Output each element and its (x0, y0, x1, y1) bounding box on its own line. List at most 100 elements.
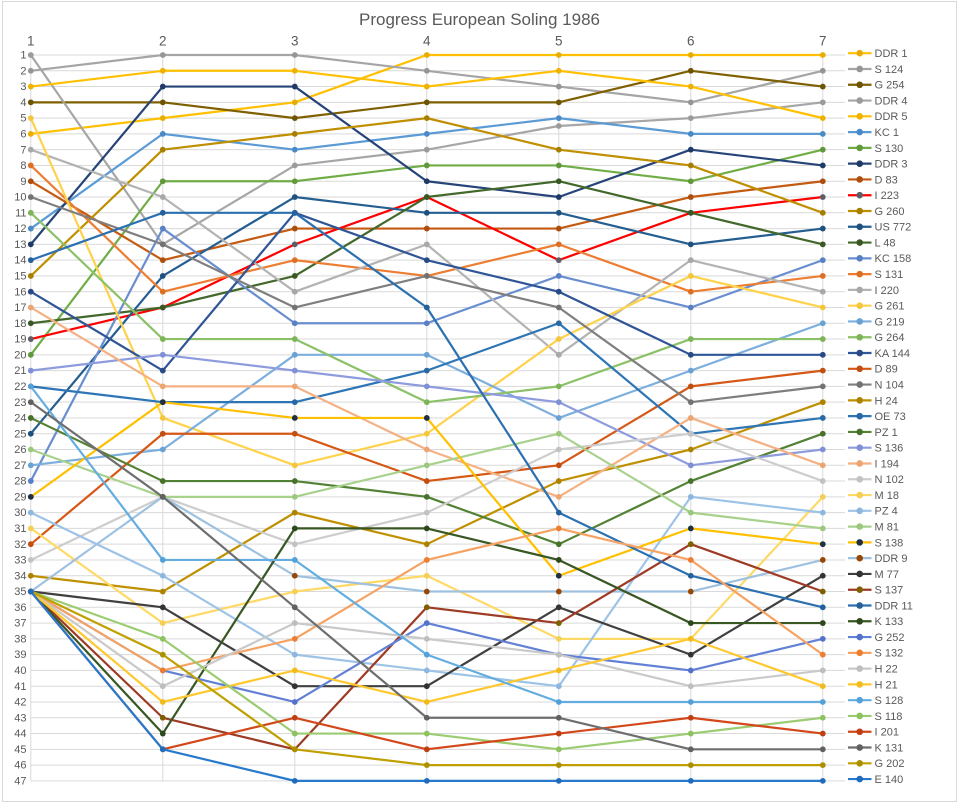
svg-text:US 772: US 772 (875, 222, 912, 234)
svg-text:I 223: I 223 (875, 190, 899, 202)
svg-text:3: 3 (291, 34, 299, 49)
svg-text:14: 14 (14, 255, 26, 267)
svg-text:29: 29 (14, 491, 26, 503)
svg-text:31: 31 (14, 523, 26, 535)
svg-text:H 22: H 22 (875, 664, 898, 676)
svg-text:20: 20 (14, 349, 26, 361)
svg-text:18: 18 (14, 318, 26, 330)
svg-text:1: 1 (27, 34, 35, 49)
svg-text:16: 16 (14, 286, 26, 298)
svg-text:M 77: M 77 (875, 569, 899, 581)
svg-text:12: 12 (14, 223, 26, 235)
svg-text:9: 9 (20, 176, 26, 188)
svg-text:13: 13 (14, 239, 26, 251)
svg-text:G 261: G 261 (875, 301, 905, 313)
svg-text:40: 40 (14, 665, 26, 677)
svg-text:PZ 1: PZ 1 (875, 427, 898, 439)
svg-text:I 194: I 194 (875, 458, 899, 470)
svg-text:3: 3 (20, 81, 26, 93)
svg-text:32: 32 (14, 539, 26, 551)
svg-text:G 252: G 252 (875, 632, 905, 644)
svg-text:S 130: S 130 (875, 143, 904, 155)
svg-text:24: 24 (14, 413, 26, 425)
svg-text:37: 37 (14, 618, 26, 630)
svg-text:6: 6 (20, 129, 26, 141)
svg-text:I 220: I 220 (875, 285, 899, 297)
svg-text:S 137: S 137 (875, 585, 904, 597)
svg-text:35: 35 (14, 586, 26, 598)
svg-text:I 201: I 201 (875, 727, 899, 739)
svg-text:42: 42 (14, 697, 26, 709)
svg-text:DDR 4: DDR 4 (875, 95, 908, 107)
svg-text:DDR 11: DDR 11 (875, 600, 913, 612)
svg-text:30: 30 (14, 507, 26, 519)
svg-text:KA 144: KA 144 (875, 348, 910, 360)
svg-text:K 131: K 131 (875, 742, 904, 754)
svg-text:DDR 1: DDR 1 (875, 48, 908, 60)
svg-text:10: 10 (14, 192, 26, 204)
svg-text:36: 36 (14, 602, 26, 614)
svg-text:28: 28 (14, 476, 26, 488)
svg-text:G 254: G 254 (875, 80, 905, 92)
svg-text:45: 45 (14, 744, 26, 756)
svg-text:33: 33 (14, 555, 26, 567)
svg-text:DDR 3: DDR 3 (875, 159, 908, 171)
svg-text:S 124: S 124 (875, 64, 904, 76)
svg-text:Progress European Soling 1986: Progress European Soling 1986 (359, 10, 600, 29)
svg-text:OE 73: OE 73 (875, 411, 906, 423)
svg-text:39: 39 (14, 649, 26, 661)
svg-text:S 136: S 136 (875, 443, 904, 455)
svg-text:D 89: D 89 (875, 364, 898, 376)
svg-text:KC 1: KC 1 (875, 127, 899, 139)
svg-text:43: 43 (14, 712, 26, 724)
svg-text:N 102: N 102 (875, 474, 904, 486)
svg-text:22: 22 (14, 381, 26, 393)
svg-text:4: 4 (20, 97, 26, 109)
svg-text:34: 34 (14, 570, 26, 582)
svg-text:D 83: D 83 (875, 174, 898, 186)
svg-text:DDR 9: DDR 9 (875, 553, 908, 565)
svg-text:E 140: E 140 (875, 774, 904, 786)
svg-text:DDR 5: DDR 5 (875, 111, 908, 123)
svg-text:23: 23 (14, 397, 26, 409)
svg-text:25: 25 (14, 428, 26, 440)
svg-text:26: 26 (14, 444, 26, 456)
svg-text:G 219: G 219 (875, 316, 905, 328)
svg-text:41: 41 (14, 681, 26, 693)
svg-text:H 21: H 21 (875, 679, 898, 691)
svg-text:G 202: G 202 (875, 758, 905, 770)
svg-text:S 138: S 138 (875, 537, 904, 549)
svg-text:15: 15 (14, 271, 26, 283)
svg-text:44: 44 (14, 728, 26, 740)
svg-text:S 128: S 128 (875, 695, 904, 707)
svg-text:27: 27 (14, 460, 26, 472)
svg-text:KC 158: KC 158 (875, 253, 912, 265)
svg-text:21: 21 (14, 365, 26, 377)
svg-text:S 132: S 132 (875, 648, 904, 660)
svg-text:46: 46 (14, 760, 26, 772)
svg-text:L 48: L 48 (875, 237, 896, 249)
svg-text:S 118: S 118 (875, 711, 903, 723)
svg-text:K 133: K 133 (875, 616, 904, 628)
svg-text:2: 2 (159, 34, 167, 49)
svg-text:1: 1 (20, 50, 26, 62)
svg-text:7: 7 (20, 144, 26, 156)
svg-text:38: 38 (14, 633, 26, 645)
svg-text:2: 2 (20, 65, 26, 77)
svg-text:19: 19 (14, 334, 26, 346)
svg-text:G 264: G 264 (875, 332, 905, 344)
svg-text:N 104: N 104 (875, 379, 904, 391)
svg-text:5: 5 (555, 34, 563, 49)
svg-text:PZ 4: PZ 4 (875, 506, 898, 518)
svg-text:4: 4 (423, 34, 431, 49)
svg-text:7: 7 (819, 34, 827, 49)
svg-text:H 24: H 24 (875, 395, 898, 407)
svg-text:17: 17 (14, 302, 26, 314)
svg-text:5: 5 (20, 113, 26, 125)
svg-text:11: 11 (15, 207, 26, 219)
svg-text:M 18: M 18 (875, 490, 899, 502)
svg-text:47: 47 (14, 775, 26, 787)
svg-text:8: 8 (20, 160, 26, 172)
svg-text:S 131: S 131 (875, 269, 904, 281)
svg-text:G 260: G 260 (875, 206, 905, 218)
